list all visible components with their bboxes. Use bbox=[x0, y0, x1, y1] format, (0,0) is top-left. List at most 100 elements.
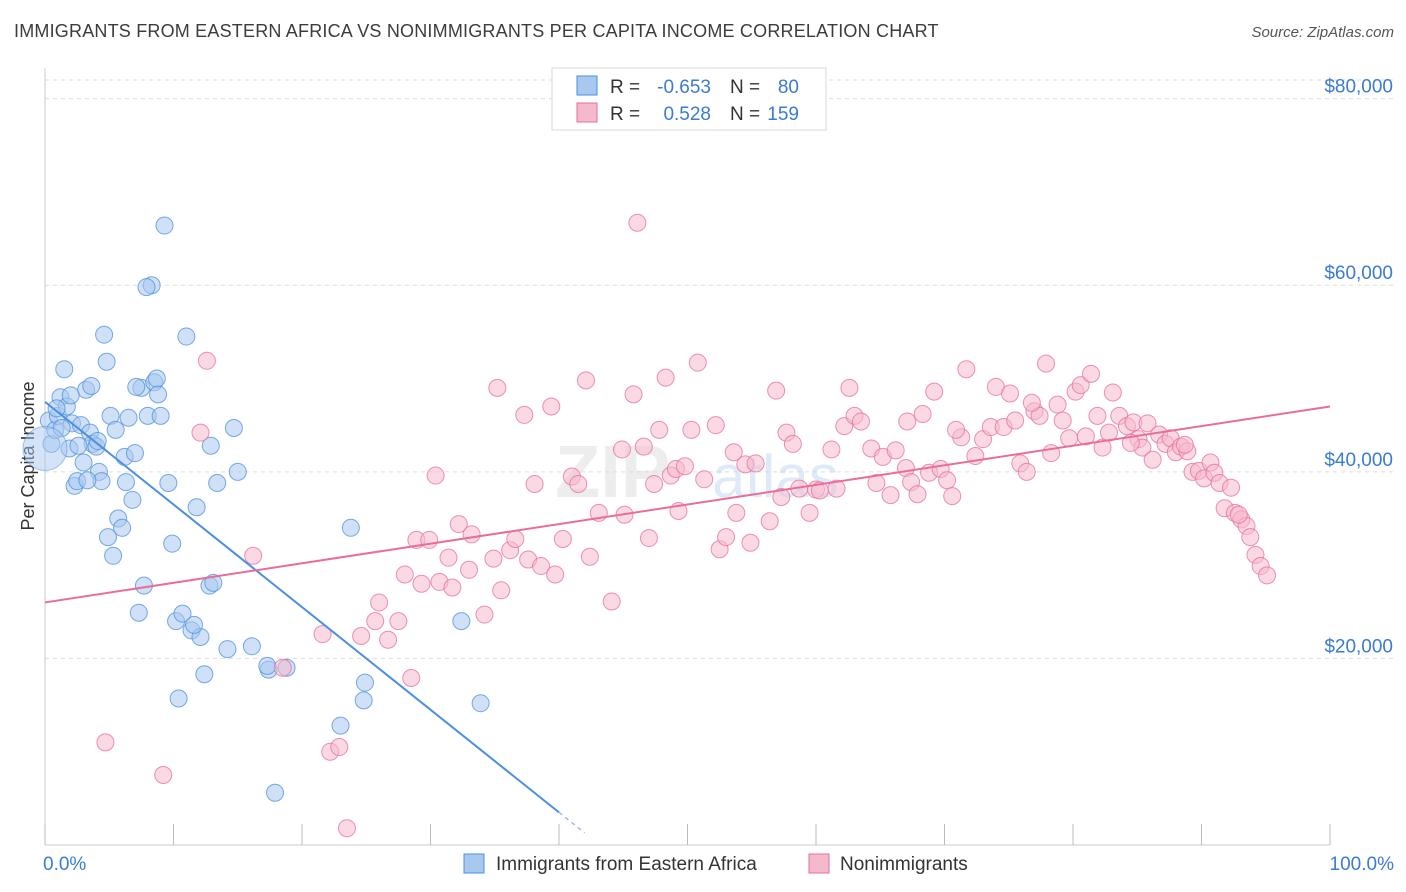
point-nonimmigrants bbox=[197, 351, 216, 370]
point-nonimmigrants bbox=[1121, 433, 1140, 452]
y-tick-label: $60,000 bbox=[1324, 263, 1393, 284]
point-nonimmigrants bbox=[624, 385, 643, 404]
point-eastern-africa bbox=[173, 604, 192, 623]
point-eastern-africa bbox=[149, 385, 168, 404]
point-eastern-africa bbox=[354, 691, 373, 710]
point-nonimmigrants bbox=[898, 412, 917, 431]
point-nonimmigrants bbox=[1001, 384, 1020, 403]
point-eastern-africa bbox=[208, 474, 227, 493]
point-nonimmigrants bbox=[695, 470, 714, 489]
point-nonimmigrants bbox=[352, 627, 371, 646]
legend-top-n-value-2: 159 bbox=[767, 104, 799, 125]
point-nonimmigrants bbox=[366, 612, 385, 631]
point-eastern-africa bbox=[169, 689, 188, 708]
point-nonimmigrants bbox=[330, 738, 349, 757]
point-nonimmigrants bbox=[154, 766, 173, 785]
trend-line-nonimmigrants bbox=[44, 405, 1331, 604]
point-nonimmigrants bbox=[783, 434, 802, 453]
point-nonimmigrants bbox=[525, 474, 544, 493]
point-eastern-africa bbox=[195, 665, 214, 684]
point-nonimmigrants bbox=[760, 512, 779, 531]
point-nonimmigrants bbox=[443, 578, 462, 597]
legend-bottom-swatch-pink bbox=[808, 853, 830, 874]
point-nonimmigrants bbox=[1081, 364, 1100, 383]
point-eastern-africa bbox=[159, 474, 178, 493]
point-nonimmigrants bbox=[515, 405, 534, 424]
point-nonimmigrants bbox=[727, 503, 746, 522]
point-eastern-africa bbox=[201, 436, 220, 455]
point-eastern-africa bbox=[341, 518, 360, 537]
point-nonimmigrants bbox=[947, 420, 966, 439]
legend-top-r-value-2: 0.528 bbox=[663, 104, 711, 125]
point-nonimmigrants bbox=[1088, 406, 1107, 425]
point-eastern-africa bbox=[69, 436, 88, 455]
point-nonimmigrants bbox=[1175, 435, 1194, 454]
point-nonimmigrants bbox=[439, 548, 458, 567]
point-nonimmigrants bbox=[724, 443, 743, 462]
x-tick-label: 0.0% bbox=[43, 854, 86, 875]
point-eastern-africa bbox=[119, 408, 138, 427]
y-tick-label: $40,000 bbox=[1324, 450, 1393, 471]
point-nonimmigrants bbox=[379, 630, 398, 649]
point-nonimmigrants bbox=[1048, 395, 1067, 414]
point-nonimmigrants bbox=[772, 488, 791, 507]
point-eastern-africa bbox=[78, 471, 97, 490]
point-nonimmigrants bbox=[484, 549, 503, 568]
point-eastern-africa bbox=[204, 573, 223, 592]
points-layer bbox=[22, 213, 1277, 838]
point-nonimmigrants bbox=[96, 733, 115, 752]
point-nonimmigrants bbox=[925, 382, 944, 401]
point-nonimmigrants bbox=[1060, 429, 1079, 448]
legend-top: R = -0.653 N = 80 R = 0.528 N = 159 bbox=[551, 67, 827, 131]
point-nonimmigrants bbox=[580, 547, 599, 566]
point-nonimmigrants bbox=[191, 423, 210, 442]
point-nonimmigrants bbox=[639, 529, 658, 548]
point-eastern-africa bbox=[106, 420, 125, 439]
point-nonimmigrants bbox=[1229, 505, 1248, 524]
point-nonimmigrants bbox=[1022, 393, 1041, 412]
point-nonimmigrants bbox=[913, 404, 932, 423]
point-eastern-africa bbox=[95, 325, 114, 344]
point-eastern-africa bbox=[98, 528, 117, 547]
point-nonimmigrants bbox=[650, 420, 669, 439]
point-nonimmigrants bbox=[1017, 462, 1036, 481]
trend-line-eastern-africa bbox=[44, 401, 560, 814]
point-eastern-africa bbox=[163, 534, 182, 553]
point-nonimmigrants bbox=[741, 533, 760, 552]
point-nonimmigrants bbox=[313, 625, 332, 644]
point-nonimmigrants bbox=[460, 560, 479, 579]
legend-top-box bbox=[551, 67, 827, 131]
point-eastern-africa bbox=[151, 406, 170, 425]
point-nonimmigrants bbox=[420, 530, 439, 549]
point-nonimmigrants bbox=[475, 605, 494, 624]
point-nonimmigrants bbox=[492, 581, 511, 600]
point-nonimmigrants bbox=[867, 474, 886, 493]
point-eastern-africa bbox=[228, 462, 247, 481]
point-eastern-africa bbox=[177, 327, 196, 346]
point-nonimmigrants bbox=[688, 353, 707, 372]
point-nonimmigrants bbox=[389, 612, 408, 631]
point-eastern-africa bbox=[88, 432, 107, 451]
point-eastern-africa bbox=[82, 377, 101, 395]
point-nonimmigrants bbox=[943, 487, 962, 506]
point-eastern-africa bbox=[61, 386, 80, 405]
point-nonimmigrants bbox=[1093, 438, 1112, 457]
point-nonimmigrants bbox=[612, 440, 631, 459]
point-nonimmigrants bbox=[634, 437, 653, 456]
legend-top-n-value-1: 80 bbox=[778, 77, 799, 98]
point-nonimmigrants bbox=[800, 503, 819, 522]
point-nonimmigrants bbox=[553, 530, 572, 548]
point-eastern-africa bbox=[47, 399, 66, 418]
point-eastern-africa bbox=[137, 278, 156, 297]
point-nonimmigrants bbox=[426, 466, 445, 485]
point-eastern-africa bbox=[331, 716, 350, 735]
point-eastern-africa bbox=[147, 369, 166, 388]
point-eastern-africa bbox=[104, 546, 123, 565]
point-nonimmigrants bbox=[462, 525, 481, 544]
point-eastern-africa bbox=[129, 603, 148, 622]
point-eastern-africa bbox=[74, 453, 93, 472]
point-nonimmigrants bbox=[746, 454, 765, 473]
